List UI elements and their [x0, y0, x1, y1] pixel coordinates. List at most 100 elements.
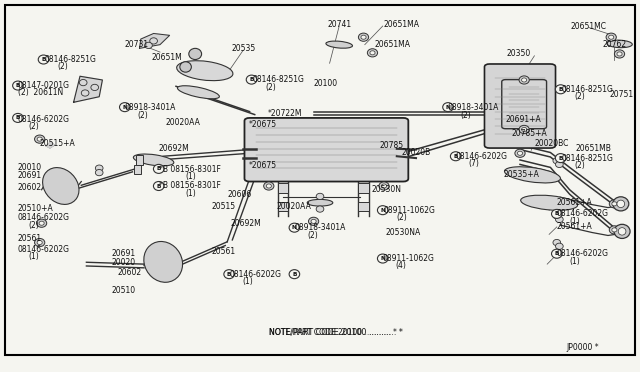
Text: 20020AA: 20020AA: [165, 118, 200, 127]
Text: B: B: [555, 211, 559, 217]
Text: 20731: 20731: [125, 40, 149, 49]
Ellipse shape: [39, 221, 44, 225]
Text: 20651MA: 20651MA: [374, 40, 410, 49]
Ellipse shape: [35, 135, 45, 143]
Text: 20350: 20350: [506, 49, 531, 58]
Ellipse shape: [519, 125, 529, 134]
Text: B: B: [559, 155, 563, 161]
Text: 08146-6202G: 08146-6202G: [18, 115, 70, 124]
Text: 08146-6202G: 08146-6202G: [229, 270, 281, 279]
Ellipse shape: [612, 228, 617, 232]
Ellipse shape: [35, 238, 45, 247]
Text: B: B: [292, 272, 296, 277]
Ellipse shape: [518, 151, 522, 155]
Ellipse shape: [614, 50, 625, 58]
Text: (7): (7): [468, 159, 479, 168]
Ellipse shape: [43, 168, 79, 204]
Ellipse shape: [38, 55, 49, 64]
Ellipse shape: [556, 243, 563, 249]
Text: (1): (1): [242, 278, 253, 286]
Ellipse shape: [13, 81, 23, 90]
Ellipse shape: [617, 52, 622, 56]
Text: (2): (2): [29, 122, 40, 131]
Text: 20691: 20691: [18, 171, 42, 180]
Text: 08146-6202G: 08146-6202G: [18, 213, 70, 222]
Ellipse shape: [120, 103, 130, 112]
Ellipse shape: [504, 167, 561, 183]
Text: 20515+A: 20515+A: [40, 139, 76, 148]
Ellipse shape: [451, 152, 461, 161]
Ellipse shape: [556, 161, 563, 167]
Text: *20722M: *20722M: [268, 109, 302, 118]
Text: (2): (2): [29, 221, 40, 230]
Text: 20530NA: 20530NA: [386, 228, 421, 237]
Text: 20751: 20751: [609, 90, 634, 99]
Text: 20651MB: 20651MB: [576, 144, 612, 153]
Text: 20515: 20515: [211, 202, 236, 211]
Ellipse shape: [180, 62, 191, 72]
Text: 20602: 20602: [117, 268, 141, 277]
Ellipse shape: [378, 206, 388, 215]
Text: B: B: [157, 183, 161, 189]
Ellipse shape: [522, 78, 527, 82]
Ellipse shape: [307, 199, 333, 206]
Text: N: N: [292, 225, 297, 230]
Ellipse shape: [358, 33, 369, 41]
Text: (2): (2): [58, 62, 68, 71]
FancyBboxPatch shape: [502, 80, 547, 129]
Ellipse shape: [95, 170, 103, 176]
Ellipse shape: [326, 41, 353, 48]
Text: 20510: 20510: [112, 286, 136, 295]
Text: (2): (2): [266, 83, 276, 92]
Ellipse shape: [556, 154, 566, 163]
Text: 20692M: 20692M: [230, 219, 261, 228]
Ellipse shape: [609, 35, 614, 39]
Text: 20785: 20785: [380, 141, 404, 150]
Ellipse shape: [154, 164, 164, 173]
Ellipse shape: [552, 249, 562, 258]
Ellipse shape: [246, 75, 257, 84]
Ellipse shape: [289, 270, 300, 279]
Text: B: B: [16, 83, 20, 88]
Text: N: N: [122, 105, 127, 110]
Bar: [278, 202, 288, 211]
Text: 20741: 20741: [327, 20, 351, 29]
Ellipse shape: [443, 103, 453, 112]
Ellipse shape: [613, 197, 628, 211]
FancyBboxPatch shape: [484, 64, 556, 148]
Text: 20510+A: 20510+A: [18, 204, 54, 213]
Text: B: B: [16, 115, 20, 121]
Text: 20606: 20606: [227, 190, 252, 199]
Text: NOTE/PART CODE 20100 ........... *: NOTE/PART CODE 20100 ........... *: [269, 327, 397, 336]
Text: *B 08156-8301F: *B 08156-8301F: [159, 182, 221, 190]
Text: 20692M: 20692M: [159, 144, 189, 153]
Text: 20535+A: 20535+A: [503, 170, 539, 179]
Text: N: N: [380, 208, 385, 213]
Text: 20020AA: 20020AA: [276, 202, 311, 211]
Text: 20020BC: 20020BC: [534, 139, 569, 148]
Text: 20785+A: 20785+A: [512, 129, 548, 138]
Text: 08146-6202G: 08146-6202G: [456, 152, 508, 161]
Ellipse shape: [618, 228, 626, 235]
Ellipse shape: [95, 165, 103, 171]
Ellipse shape: [606, 33, 616, 41]
Ellipse shape: [308, 217, 319, 225]
Ellipse shape: [370, 51, 375, 55]
Bar: [134, 164, 141, 174]
Text: 08146-8251G: 08146-8251G: [562, 154, 614, 163]
Text: 08911-1062G: 08911-1062G: [384, 206, 436, 215]
Ellipse shape: [381, 184, 387, 188]
Text: (1): (1): [186, 189, 196, 198]
Ellipse shape: [553, 213, 561, 219]
Text: 20651MA: 20651MA: [384, 20, 420, 29]
Ellipse shape: [367, 49, 378, 57]
Ellipse shape: [607, 40, 632, 48]
Ellipse shape: [316, 206, 324, 212]
Ellipse shape: [556, 85, 566, 94]
Text: 08146-6202G: 08146-6202G: [18, 245, 70, 254]
Text: JP0000 *: JP0000 *: [566, 343, 599, 352]
Ellipse shape: [614, 224, 630, 238]
Ellipse shape: [37, 241, 42, 245]
Text: (2): (2): [575, 161, 586, 170]
Text: 08147-0201G: 08147-0201G: [18, 81, 70, 90]
